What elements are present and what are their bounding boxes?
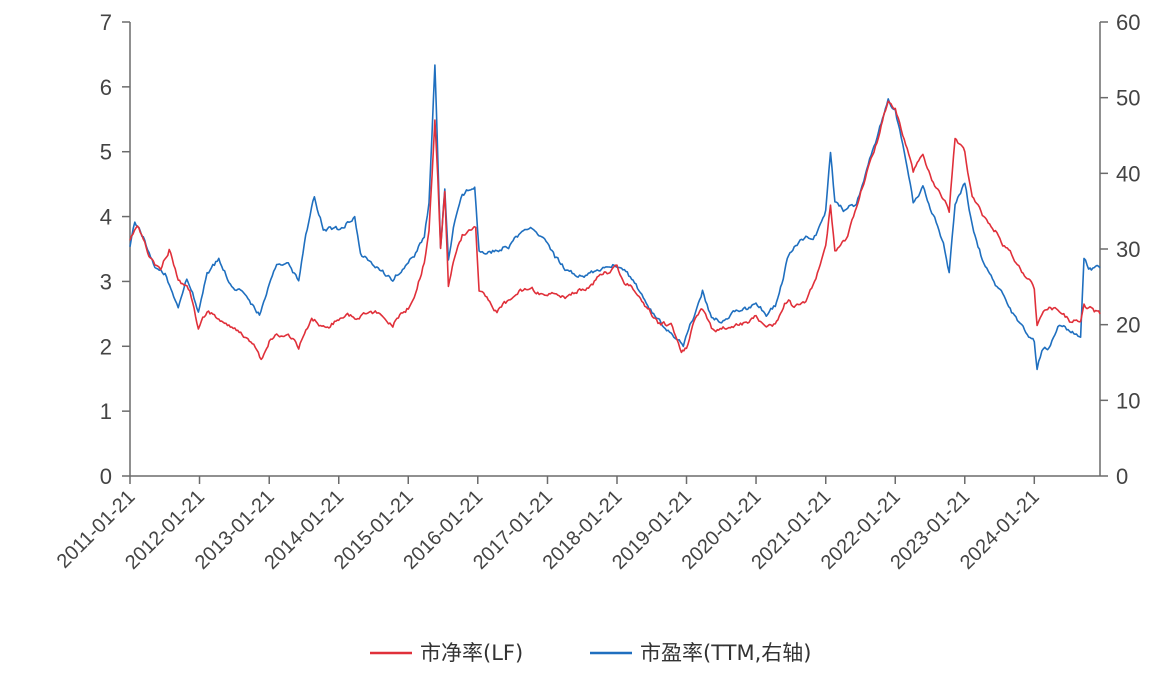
legend: 市净率(LF) 市盈率(TTM,右轴): [370, 641, 811, 665]
y-right-tick-label: 30: [1116, 237, 1140, 262]
y-right-tick-label: 50: [1116, 86, 1140, 111]
series-layer: [129, 64, 1101, 371]
y-left-tick-label: 3: [100, 269, 112, 294]
y-left-tick-label: 4: [100, 205, 112, 230]
y-left-tick-label: 0: [100, 464, 112, 489]
y-left-tick-label: 1: [100, 399, 112, 424]
y-left-tick-label: 6: [100, 75, 112, 100]
y-right-tick-label: 0: [1116, 464, 1128, 489]
series-line: [129, 100, 1101, 361]
axes: 0123456701020304050602011-01-212012-01-2…: [53, 10, 1141, 574]
y-left-tick-label: 2: [100, 334, 112, 359]
y-left-tick-label: 7: [100, 10, 112, 35]
y-right-tick-label: 60: [1116, 10, 1140, 35]
y-right-tick-label: 20: [1116, 313, 1140, 338]
y-right-tick-label: 10: [1116, 388, 1140, 413]
series-line: [129, 64, 1101, 371]
y-left-tick-label: 5: [100, 140, 112, 165]
legend-label: 市盈率(TTM,右轴): [640, 641, 811, 665]
legend-label: 市净率(LF): [420, 641, 523, 665]
y-right-tick-label: 40: [1116, 161, 1140, 186]
